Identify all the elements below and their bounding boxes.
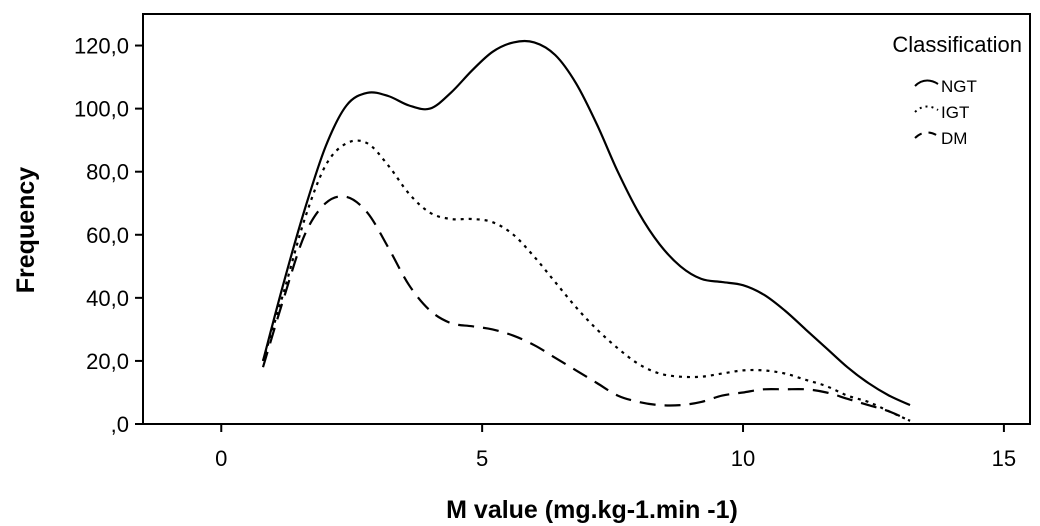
x-tick-label: 15 bbox=[992, 446, 1016, 471]
x-tick-label: 5 bbox=[476, 446, 488, 471]
x-axis-title: M value (mg.kg-1.min -1) bbox=[446, 496, 738, 524]
y-tick-label: ,0 bbox=[111, 412, 129, 437]
x-axis-ticks: 0 5 10 15 bbox=[215, 424, 1016, 471]
legend-label-dm: DM bbox=[941, 129, 967, 148]
series-lines bbox=[261, 39, 911, 422]
y-tick-label: 120,0 bbox=[74, 34, 129, 59]
legend-label-ngt: NGT bbox=[941, 77, 977, 96]
y-tick-label: 60,0 bbox=[86, 223, 129, 248]
series-line-ngt bbox=[261, 39, 911, 407]
x-tick-label: 10 bbox=[731, 446, 755, 471]
series-line-igt bbox=[261, 139, 911, 422]
y-tick-label: 100,0 bbox=[74, 97, 129, 122]
y-axis-title: Frequency bbox=[12, 167, 40, 294]
legend-label-igt: IGT bbox=[941, 103, 969, 122]
legend-swatch-dm bbox=[914, 131, 939, 139]
y-tick-label: 40,0 bbox=[86, 286, 129, 311]
series-line-dm bbox=[261, 195, 911, 422]
plot-area-border bbox=[142, 13, 1031, 425]
legend-title: Classification bbox=[892, 32, 1022, 57]
y-tick-label: 80,0 bbox=[86, 160, 129, 185]
x-tick-label: 0 bbox=[215, 446, 227, 471]
legend: Classification NGT IGT DM bbox=[892, 32, 1022, 148]
plot-frame bbox=[142, 13, 1031, 425]
legend-swatch-igt bbox=[914, 105, 939, 113]
legend-swatch-ngt bbox=[914, 79, 939, 87]
y-tick-label: 20,0 bbox=[86, 349, 129, 374]
y-axis-ticks: ,0 20,0 40,0 60,0 80,0 100,0 120,0 bbox=[74, 34, 143, 437]
